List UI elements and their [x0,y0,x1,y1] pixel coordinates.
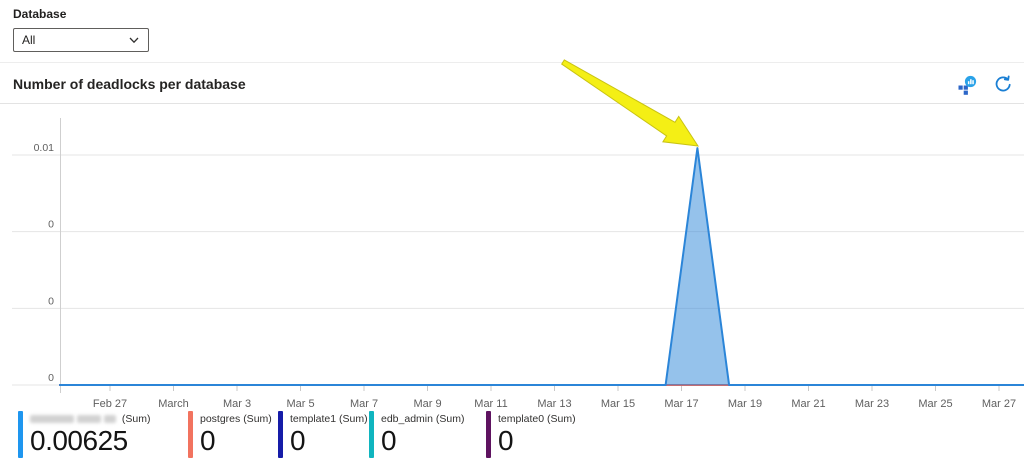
deadlocks-chart[interactable]: 0.01 0 0 0 Feb 27 March Mar 3 Mar 5 Mar 7 Mar 9 Ma… [0,104,1024,410]
pin-to-dashboard-button[interactable] [954,72,980,98]
database-select[interactable]: All [13,28,149,52]
page-title: Number of deadlocks per database [13,76,246,92]
series-line [59,147,1024,386]
legend-color-bar [188,411,193,458]
chart-toolbar [954,72,1016,98]
x-tick-label: Mar 9 [413,398,441,410]
refresh-button[interactable] [990,72,1016,98]
legend-value: 0 [381,425,397,456]
legend-color-bar [486,411,491,458]
x-tick-label: March [158,398,189,410]
x-tick-label: Mar 17 [664,398,698,410]
x-tick-label: Mar 11 [474,398,507,410]
y-tick-label: 0 [48,219,54,231]
x-tick-label: Mar 23 [855,398,889,410]
legend-label: postgres (Sum) [200,413,272,425]
chart-canvas: 0.01 0 0 0 Feb 27 March Mar 3 Mar 5 Mar 7 Mar 9 Ma… [12,118,1024,410]
legend-label: template1 (Sum) [290,413,368,425]
chevron-down-icon [129,37,139,44]
legend-item-template1[interactable]: template1 (Sum) 0 [278,411,369,458]
legend-color-bar [369,411,374,458]
legend-label: template0 (Sum) [498,413,576,425]
legend-item-template0[interactable]: template0 (Sum) 0 [486,411,576,458]
x-tick-label: Mar 13 [537,398,571,410]
x-tick-label: Mar 7 [350,398,378,410]
legend-item-postgres[interactable]: postgres (Sum) 0 [188,411,278,458]
x-tick-label: Mar 5 [286,398,314,410]
y-tick-label: 0 [48,295,54,307]
legend-label: edb_admin (Sum) [381,413,465,425]
database-filter-label: Database [13,7,67,21]
legend-item-edb-admin[interactable]: edb_admin (Sum) 0 [369,411,486,458]
legend-value: 0.00625 [30,425,128,456]
divider [0,103,1024,104]
x-tick-label: Mar 19 [728,398,762,410]
x-tick-label: Mar 15 [601,398,635,410]
legend-label: (Sum) [30,411,151,425]
x-tick-label: Mar 25 [918,398,952,410]
y-tick-label: 0 [48,372,54,384]
x-tick-label: Mar 3 [223,398,251,410]
redacted-name [77,415,101,424]
legend-color-bar [278,411,283,458]
legend-value: 0 [290,425,306,456]
y-tick-label: 0.01 [34,142,55,154]
redacted-name [30,415,74,424]
chart-legend: (Sum) 0.00625 postgres (Sum) 0 template1… [18,411,576,458]
redacted-name [104,415,116,424]
x-tick-label: Mar 21 [791,398,825,410]
legend-item-redacted-db[interactable]: (Sum) 0.00625 [18,411,188,458]
pin-to-dashboard-icon [958,75,977,95]
legend-value: 0 [498,425,514,456]
divider [0,62,1024,63]
legend-color-bar [18,411,23,458]
series-area [59,148,1024,385]
x-tick-label: Feb 27 [93,398,127,410]
x-tick-label: Mar 27 [982,398,1016,410]
legend-value: 0 [200,425,216,456]
database-select-value: All [22,33,36,47]
refresh-icon [995,75,1011,92]
